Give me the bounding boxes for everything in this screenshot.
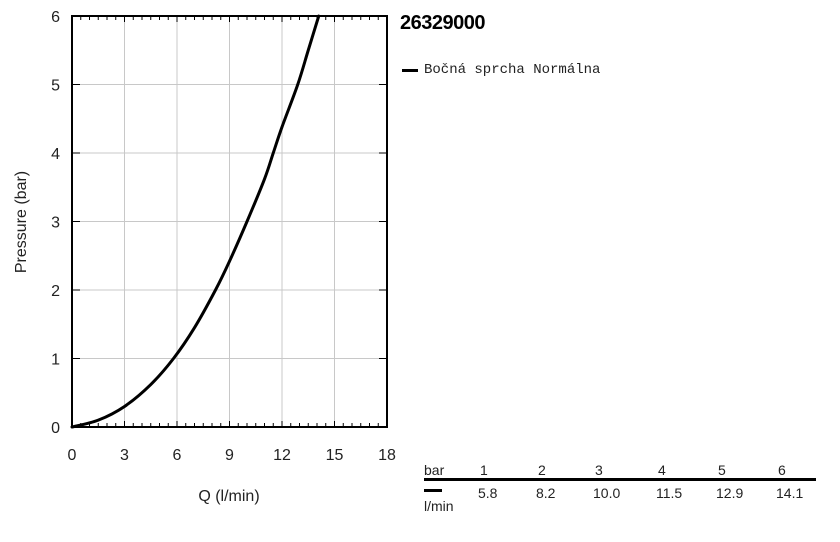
- legend-label: Bočná sprcha Normálna: [424, 62, 601, 78]
- y-tick-label: 3: [51, 215, 60, 232]
- flow-cell: 10.0: [593, 485, 621, 501]
- flow-cell: 12.9: [716, 485, 744, 501]
- axis-ticks: [71, 15, 388, 428]
- pressure-cell: 1: [480, 462, 488, 478]
- x-tick-label: 6: [173, 447, 182, 464]
- legend: Bočná sprcha Normálna: [402, 62, 600, 78]
- chart-grid: [72, 16, 387, 427]
- legend-swatch: [402, 68, 418, 72]
- product-title: 26329000: [400, 12, 485, 34]
- x-tick-label: 3: [120, 447, 129, 464]
- pressure-row: bar 1 2 3 4 5 6: [424, 462, 816, 480]
- pressure-cell: 5: [718, 462, 726, 478]
- flow-cell: 14.1: [776, 485, 804, 501]
- y-tick-label: 4: [51, 146, 60, 163]
- pressure-unit-label: bar: [424, 462, 445, 478]
- y-tick-labels: 0 1 2 3 4 5 6: [51, 9, 60, 437]
- series-line-bocna-sprcha: [70, 14, 321, 429]
- y-tick-label: 1: [51, 352, 60, 369]
- flow-cell: 8.2: [536, 485, 556, 501]
- pressure-flow-table: bar 1 2 3 4 5 6 5.8 8.2 10.0 11.5 12.9 1…: [424, 460, 816, 516]
- table-divider: [424, 478, 816, 481]
- y-tick-label: 2: [51, 283, 60, 300]
- flow-cell: 11.5: [656, 485, 683, 501]
- pressure-cell: 6: [778, 462, 786, 478]
- x-axis-label: Q (l/min): [198, 488, 259, 505]
- x-tick-label: 18: [378, 447, 396, 464]
- x-tick-label: 9: [225, 447, 234, 464]
- pressure-cell: 3: [595, 462, 603, 478]
- x-tick-label: 15: [326, 447, 344, 464]
- x-tick-label: 0: [68, 447, 77, 464]
- y-tick-label: 6: [51, 9, 60, 26]
- x-tick-label: 12: [273, 447, 291, 464]
- pressure-cell: 2: [538, 462, 546, 478]
- flow-unit-label: l/min: [424, 498, 454, 514]
- y-axis-label: Pressure (bar): [13, 171, 30, 273]
- table-series-swatch: [424, 489, 442, 492]
- y-tick-label: 0: [51, 420, 60, 437]
- flow-cell: 5.8: [478, 485, 498, 501]
- y-tick-label: 5: [51, 78, 60, 95]
- pressure-cell: 4: [658, 462, 666, 478]
- x-tick-labels: 0 3 6 9 12 15 18: [68, 447, 396, 464]
- flow-row: 5.8 8.2 10.0 11.5 12.9 14.1: [424, 485, 816, 503]
